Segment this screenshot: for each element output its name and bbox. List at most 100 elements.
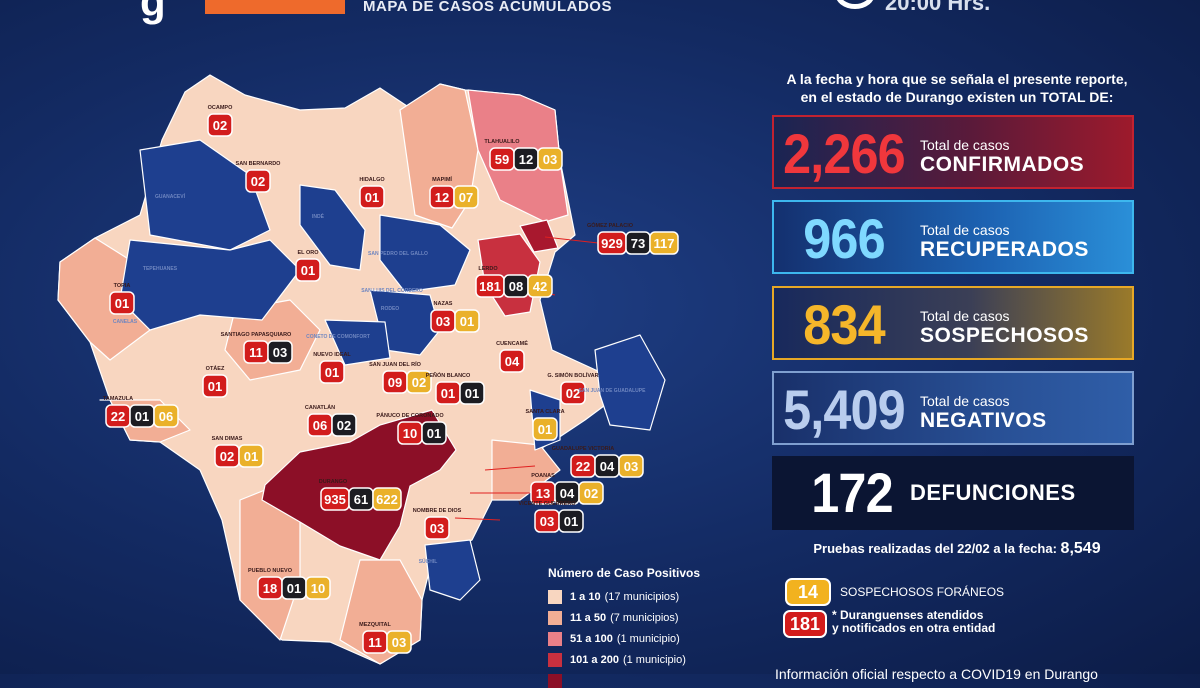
municipality-name: NUEVO IDEAL [313, 352, 351, 358]
municipality-name: SAN DIMAS [212, 436, 243, 442]
stat-label: RECUPERADOS [920, 238, 1089, 261]
case-count: 02 [251, 174, 265, 189]
case-badge [238, 444, 264, 468]
case-count: 01 [460, 314, 474, 329]
case-count: 01 [325, 365, 339, 380]
municipality: SANTA CLARA 01 [525, 409, 565, 441]
case-count: 07 [459, 190, 473, 205]
municipality-name: OTÁEZ [206, 365, 225, 372]
municipality: GUADALUPE VICTORIA 22 04 03 [552, 446, 644, 478]
case-count: 02 [213, 118, 227, 133]
case-badge [424, 516, 450, 540]
region-none [594, 334, 666, 431]
municipality-name: G. SIMÓN BOLÍVAR [547, 371, 598, 379]
header-subtitle: MAPA DE CASOS ACUMULADOS [363, 0, 612, 15]
municipality: CANELAS [113, 319, 138, 325]
municipality: MAPIMÍ 12 07 [429, 175, 479, 209]
stat-caption: Total de casos [920, 393, 1010, 409]
case-count: 935 [324, 492, 346, 507]
case-badge [295, 258, 321, 282]
case-count: 10 [311, 581, 325, 596]
case-badge [532, 417, 558, 441]
case-count: 03 [624, 459, 638, 474]
case-count: 02 [412, 375, 426, 390]
stat-number: 834 [803, 293, 885, 356]
case-count: 04 [600, 459, 615, 474]
legend-item: 1 a 10 (17 municipios) [548, 590, 679, 604]
region-top [519, 219, 559, 253]
foreign-number: 14 [785, 578, 831, 606]
municipality: CANATLÁN 06 02 [305, 404, 357, 437]
case-count: 22 [576, 459, 590, 474]
region-none [424, 539, 481, 601]
stat-number: 5,409 [783, 378, 906, 441]
case-count: 12 [519, 152, 533, 167]
municipality-name: PUEBLO NUEVO [248, 568, 293, 574]
stat-caption: Total de casos [920, 222, 1010, 238]
elsewhere-number: 181 [783, 610, 827, 638]
elsewhere-line: y notificados en otra entidad [832, 621, 996, 635]
case-count: 02 [566, 386, 580, 401]
footer: Información oficial respecto a COVID19 e… [775, 666, 1098, 682]
municipality: SÚCHIL [419, 558, 438, 565]
case-count: 03 [273, 345, 287, 360]
legend-swatch [548, 653, 562, 667]
stat-box: 172 DEFUNCIONES [772, 456, 1134, 530]
stat-number: 172 [811, 461, 893, 524]
municipality-name: GUADALUPE VICTORIA [552, 446, 615, 452]
case-badge [618, 454, 644, 478]
case-count: 01 [564, 514, 578, 529]
case-count: 01 [427, 426, 441, 441]
municipality-name: CANELAS [113, 319, 138, 325]
case-count: 42 [533, 279, 547, 294]
tests-number: 8,549 [1060, 540, 1101, 557]
municipality-layer: OCAMPO 02 SAN BERNARDO 02 HIDALGO 01 TLAHUALIL… [103, 105, 679, 654]
case-badge [109, 291, 135, 315]
case-badge [558, 509, 584, 533]
region-none [379, 214, 471, 293]
legend-count: (7 municipios) [610, 611, 679, 624]
case-count: 01 [287, 581, 301, 596]
case-count: 04 [560, 486, 575, 501]
stat-box: 2,266 Total de casos CONFIRMADOS [772, 115, 1134, 189]
case-count: 01 [208, 379, 222, 394]
municipality: CUENCAMÉ 04 [496, 339, 528, 373]
municipality-name: GUANACEVÍ [155, 192, 186, 200]
case-badge [578, 481, 604, 505]
municipality-name: EL ORO [298, 250, 320, 256]
municipality: OCAMPO 02 [207, 105, 233, 137]
municipality-name: MAPIMÍ [432, 175, 452, 183]
stat-box: 834 Total de casos SOSPECHOSOS [772, 286, 1134, 360]
region-none [299, 184, 366, 271]
case-count: 06 [313, 418, 327, 433]
municipality: SAN PEDRO DEL GALLO [368, 251, 428, 257]
legend-swatch [548, 632, 562, 646]
case-badge [207, 113, 233, 137]
case-count: 11 [249, 345, 263, 360]
region-none [139, 139, 271, 251]
case-badge [202, 374, 228, 398]
municipality: PEÑÓN BLANCO 01 01 [426, 371, 485, 405]
map: OCAMPO 02 SAN BERNARDO 02 HIDALGO 01 TLAHUALIL… [57, 74, 679, 665]
legend-swatch [548, 590, 562, 604]
municipality-name: TOPIA [114, 283, 131, 289]
case-badge [454, 309, 480, 333]
legend-range: 101 a 200 [570, 653, 619, 666]
municipality-name: HIDALGO [359, 177, 385, 183]
municipality: SAN DIMAS 02 01 [212, 436, 264, 468]
logo-fragment: g [140, 0, 166, 25]
legend-swatch [548, 674, 562, 688]
region-none [324, 319, 391, 366]
case-badge [406, 370, 432, 394]
municipality-name: SAN JUAN DEL RÍO [369, 360, 422, 368]
municipality: SAN BERNARDO 02 [236, 161, 281, 193]
legend-count: (1 municipio) [616, 632, 680, 645]
municipality: TOPIA 01 [109, 283, 135, 315]
case-count: 03 [543, 152, 557, 167]
case-count: 01 [115, 296, 129, 311]
tests-text: Pruebas realizadas del 22/02 a la fecha: [813, 541, 1057, 556]
legend-count: (1 municipio) [622, 653, 686, 666]
leader-line [544, 236, 599, 244]
municipality: EL ORO 01 [295, 250, 321, 282]
